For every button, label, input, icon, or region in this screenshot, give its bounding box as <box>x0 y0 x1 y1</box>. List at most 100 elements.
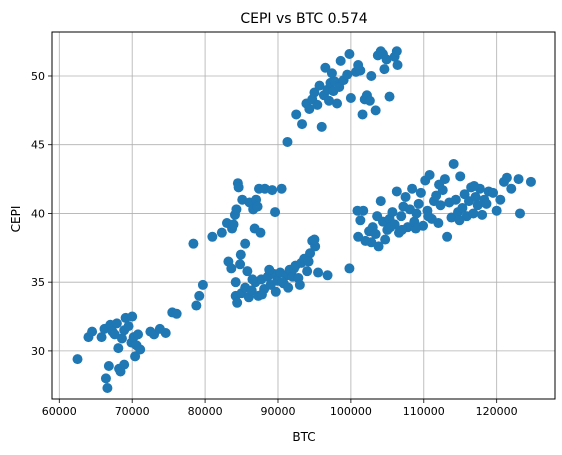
data-point <box>375 196 386 207</box>
y-tick-label: 30 <box>31 345 45 358</box>
data-point <box>303 256 314 267</box>
data-point <box>481 198 492 209</box>
data-point <box>123 321 134 332</box>
data-point <box>353 59 364 70</box>
data-point <box>119 359 130 370</box>
data-point <box>352 205 363 216</box>
data-point <box>197 279 208 290</box>
data-point <box>515 208 526 219</box>
y-tick-label: 40 <box>31 207 45 220</box>
data-point <box>240 238 251 249</box>
data-point <box>357 109 368 120</box>
data-point <box>423 211 434 222</box>
data-point <box>506 183 517 194</box>
data-point <box>345 92 356 103</box>
data-point <box>442 231 453 242</box>
data-point <box>305 248 316 259</box>
data-point <box>491 205 502 216</box>
data-point <box>233 182 244 193</box>
data-point <box>468 208 479 219</box>
data-point <box>191 300 202 311</box>
data-point <box>188 238 199 249</box>
data-point <box>246 285 257 296</box>
data-point <box>247 274 258 285</box>
data-point <box>314 80 325 91</box>
data-point <box>335 55 346 66</box>
data-point <box>235 259 246 270</box>
data-point <box>477 209 488 220</box>
data-point <box>231 204 242 215</box>
x-tick-label: 110000 <box>403 405 445 418</box>
data-point <box>410 223 421 234</box>
data-point <box>242 266 253 277</box>
x-tick-label: 70000 <box>115 405 150 418</box>
data-point <box>332 98 343 109</box>
data-point <box>235 249 246 260</box>
data-point <box>324 95 335 106</box>
data-point <box>109 329 120 340</box>
data-point <box>232 297 243 308</box>
data-point <box>72 354 83 365</box>
data-point <box>431 190 442 201</box>
data-point <box>207 231 218 242</box>
y-axis-ticks: 30 35 40 45 50 <box>31 70 52 358</box>
data-point <box>433 218 444 229</box>
data-point <box>372 211 383 222</box>
data-point <box>488 187 499 198</box>
data-point <box>309 234 320 245</box>
plot-frame <box>51 31 556 400</box>
data-point <box>470 191 481 202</box>
data-point <box>320 62 331 73</box>
data-point <box>364 95 375 106</box>
data-point <box>160 328 171 339</box>
data-point <box>411 208 422 219</box>
data-point <box>326 68 337 79</box>
data-point <box>111 318 122 329</box>
data-point <box>391 46 402 57</box>
data-point <box>448 158 459 169</box>
data-point <box>435 200 446 211</box>
data-point <box>194 290 205 301</box>
data-point <box>283 282 294 293</box>
data-point <box>102 383 113 394</box>
data-point <box>103 361 114 372</box>
y-tick-label: 45 <box>31 139 45 152</box>
data-point <box>392 59 403 70</box>
data-point <box>381 54 392 65</box>
y-axis-label: CEPI <box>9 206 23 233</box>
chart-title: CEPI vs BTC 0.574 <box>240 11 367 27</box>
x-tick-label: 60000 <box>42 405 77 418</box>
data-point <box>469 180 480 191</box>
data-point <box>96 332 107 343</box>
data-point <box>450 194 461 205</box>
data-point <box>127 311 138 322</box>
data-point <box>495 194 506 205</box>
data-point <box>501 172 512 183</box>
data-point <box>353 231 364 242</box>
data-point <box>256 289 267 300</box>
data-point <box>264 264 275 275</box>
data-point <box>316 121 327 132</box>
data-point <box>434 179 445 190</box>
data-point <box>380 234 391 245</box>
data-point <box>312 99 323 110</box>
data-point <box>252 201 263 212</box>
data-point <box>513 174 524 185</box>
data-point <box>294 279 305 290</box>
data-point <box>454 215 465 226</box>
data-point <box>291 109 302 120</box>
data-point <box>384 91 395 102</box>
data-point <box>360 235 371 246</box>
data-point <box>400 191 411 202</box>
data-point <box>407 183 418 194</box>
data-point <box>396 224 407 235</box>
data-point <box>226 263 237 274</box>
data-point <box>355 215 366 226</box>
data-point <box>302 266 313 277</box>
x-tick-label: 100000 <box>330 405 372 418</box>
y-tick-label: 50 <box>31 70 45 83</box>
data-points <box>72 46 536 394</box>
data-point <box>267 185 278 196</box>
data-point <box>413 198 424 209</box>
